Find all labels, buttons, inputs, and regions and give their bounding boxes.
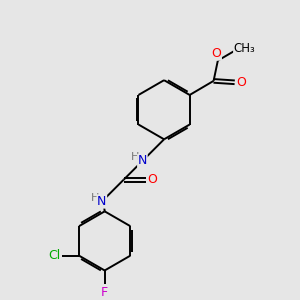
Text: H: H xyxy=(91,193,99,203)
Text: CH₃: CH₃ xyxy=(234,42,255,55)
Text: N: N xyxy=(97,195,106,208)
Text: H: H xyxy=(131,152,140,162)
Text: O: O xyxy=(236,76,246,89)
Text: O: O xyxy=(212,47,221,60)
Text: N: N xyxy=(138,154,147,167)
Text: Cl: Cl xyxy=(48,249,60,262)
Text: F: F xyxy=(101,286,108,298)
Text: O: O xyxy=(147,173,157,186)
